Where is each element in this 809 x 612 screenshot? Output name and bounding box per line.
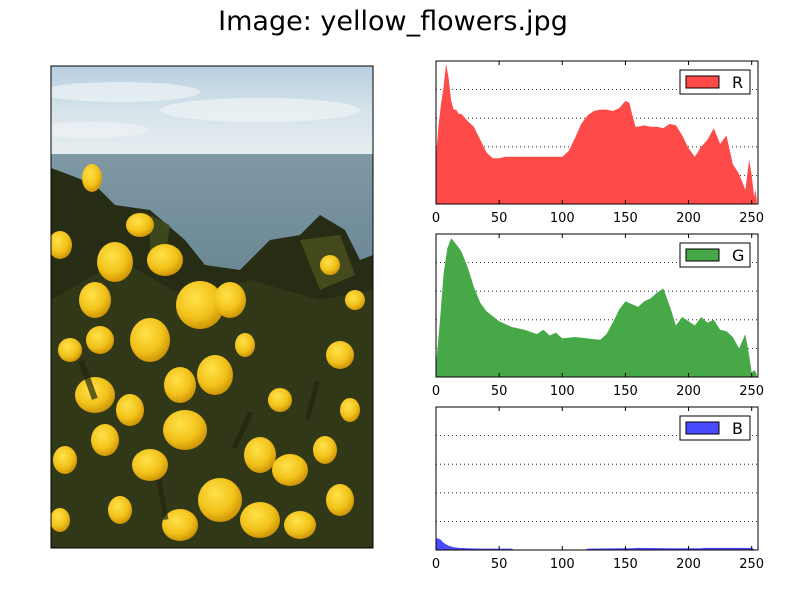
x-tick-label-r-0: 0 — [432, 211, 440, 226]
x-tick-label-r-5: 250 — [739, 211, 764, 226]
x-tick-label-g-2: 100 — [550, 384, 575, 399]
legend-r: R — [679, 69, 751, 95]
axes-frame-g — [435, 233, 759, 378]
x-tick-label-g-0: 0 — [432, 384, 440, 399]
x-tick-label-r-3: 150 — [613, 211, 638, 226]
histogram-r: 0 50 100 150 200 250 R — [432, 60, 764, 226]
series-area-g — [436, 238, 757, 377]
axes-frame-r — [435, 60, 759, 205]
legend-label-g: G — [732, 246, 744, 265]
x-tick-label-r-2: 100 — [550, 211, 575, 226]
series-area-b — [436, 538, 757, 550]
legend-label-r: R — [732, 73, 743, 92]
legend-swatch-r — [685, 75, 720, 89]
x-tick-label-g-4: 200 — [676, 384, 701, 399]
x-tick-label-g-5: 250 — [739, 384, 764, 399]
yellow-flowers — [51, 164, 365, 541]
x-tick-label-b-4: 200 — [676, 557, 701, 572]
x-tick-label-b-5: 250 — [739, 557, 764, 572]
x-tick-label-g-3: 150 — [613, 384, 638, 399]
x-tick-label-r-4: 200 — [676, 211, 701, 226]
legend-g: G — [679, 242, 751, 268]
x-tick-label-b-3: 150 — [613, 557, 638, 572]
figure-title: Image: yellow_flowers.jpg — [218, 6, 568, 37]
x-tick-label-g-1: 50 — [491, 384, 508, 399]
legend-swatch-b — [685, 421, 720, 435]
image-frame — [50, 65, 374, 549]
legend-b: B — [679, 415, 751, 441]
x-tick-label-b-0: 0 — [432, 557, 440, 572]
x-tick-label-r-1: 50 — [491, 211, 508, 226]
legend-swatch-g — [685, 248, 720, 262]
axes-frame-b — [435, 406, 759, 551]
histogram-g: 0 50 100 150 200 250 G — [432, 233, 764, 399]
legend-label-b: B — [732, 419, 743, 438]
histogram-b: 0 50 100 150 200 250 B — [432, 406, 764, 572]
x-tick-label-b-1: 50 — [491, 557, 508, 572]
x-tick-label-b-2: 100 — [550, 557, 575, 572]
series-area-r — [436, 63, 757, 204]
